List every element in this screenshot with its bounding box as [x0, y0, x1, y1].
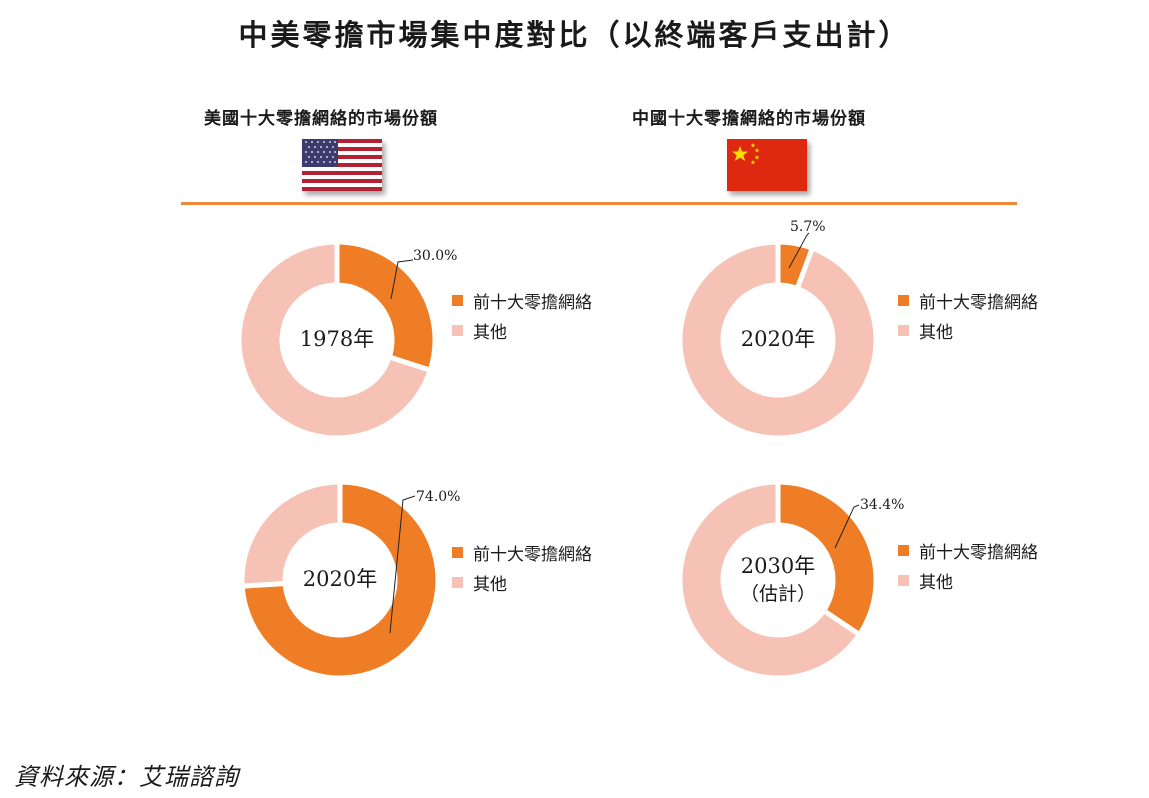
legend-label-top10: 前十大零擔網絡 — [919, 292, 1038, 313]
data-label: 5.7% — [790, 219, 826, 235]
data-label: 34.4% — [860, 497, 905, 513]
legend-swatch-top10 — [452, 294, 463, 306]
us-section-label: 美國十大零擔網絡的市場份額 — [204, 109, 438, 129]
data-label: 30.0% — [413, 248, 458, 264]
legend-item-top10: 前十大零擔網絡 — [452, 537, 642, 567]
legend-item-other: 其他 — [452, 567, 642, 597]
center-label: 2030年 — [740, 554, 816, 578]
legend-label-other: 其他 — [919, 322, 953, 343]
legend-swatch-top10 — [452, 546, 463, 558]
donut-chart-us-2020 — [239, 479, 441, 681]
center-label: 1978年 — [299, 327, 375, 351]
chart-title: 中美零擔市場集中度對比（以終端客戶支出計） — [238, 18, 911, 52]
donut-china-2020: 2020年 — [658, 220, 898, 460]
donut-chart-china-2030 — [677, 479, 879, 681]
donut-us-2020: 2020年 — [220, 460, 460, 700]
legend: 前十大零擔網絡 其他 — [452, 537, 642, 597]
slice-other — [239, 479, 343, 589]
center-label-estimate: （估計） — [739, 583, 816, 605]
donut-chart-china-2020 — [677, 232, 879, 441]
leader-line — [389, 495, 416, 634]
legend-label-top10: 前十大零擔網絡 — [473, 544, 592, 565]
center-label: 2020年 — [302, 567, 378, 591]
donut-china-2030: 2030年 （估計） — [658, 460, 898, 700]
legend-item-other: 其他 — [898, 315, 1088, 345]
china-flag-icon — [727, 139, 807, 191]
slice-other — [677, 239, 879, 441]
us-flag-icon — [302, 139, 382, 191]
section-divider — [181, 202, 1017, 205]
legend-item-top10: 前十大零擔網絡 — [452, 285, 642, 315]
donut-us-1978: 1978年 — [217, 220, 457, 460]
legend-swatch-other — [898, 574, 909, 586]
center-label: 2020年 — [740, 327, 816, 351]
legend-swatch-other — [898, 324, 909, 336]
leader-line — [788, 232, 810, 269]
legend-label-top10: 前十大零擔網絡 — [473, 292, 592, 313]
china-section-label: 中國十大零擔網絡的市場份額 — [632, 109, 866, 129]
leader-line — [390, 259, 414, 300]
legend-swatch-other — [452, 324, 463, 336]
legend-swatch-other — [452, 576, 463, 588]
legend-item-top10: 前十大零擔網絡 — [898, 285, 1088, 315]
slice-top10 — [334, 239, 438, 374]
donut-chart-us-1978 — [236, 239, 438, 441]
legend: 前十大零擔網絡 其他 — [898, 285, 1088, 345]
legend-swatch-top10 — [898, 544, 909, 556]
legend-label-other: 其他 — [473, 574, 507, 595]
legend-swatch-top10 — [898, 294, 909, 306]
leader-line — [834, 504, 860, 549]
slice-other — [236, 239, 434, 441]
slice-other — [677, 479, 863, 681]
legend: 前十大零擔網絡 其他 — [452, 285, 642, 345]
source-note: 資料來源：艾瑞諮詢 — [14, 763, 239, 791]
legend-label-other: 其他 — [919, 572, 953, 593]
data-label: 74.0% — [416, 489, 461, 505]
legend-item-top10: 前十大零擔網絡 — [898, 535, 1088, 565]
legend: 前十大零擔網絡 其他 — [898, 535, 1088, 595]
legend-item-other: 其他 — [898, 565, 1088, 595]
legend-item-other: 其他 — [452, 315, 642, 345]
slice-top10 — [775, 479, 879, 639]
legend-label-top10: 前十大零擔網絡 — [919, 542, 1038, 563]
legend-label-other: 其他 — [473, 322, 507, 343]
